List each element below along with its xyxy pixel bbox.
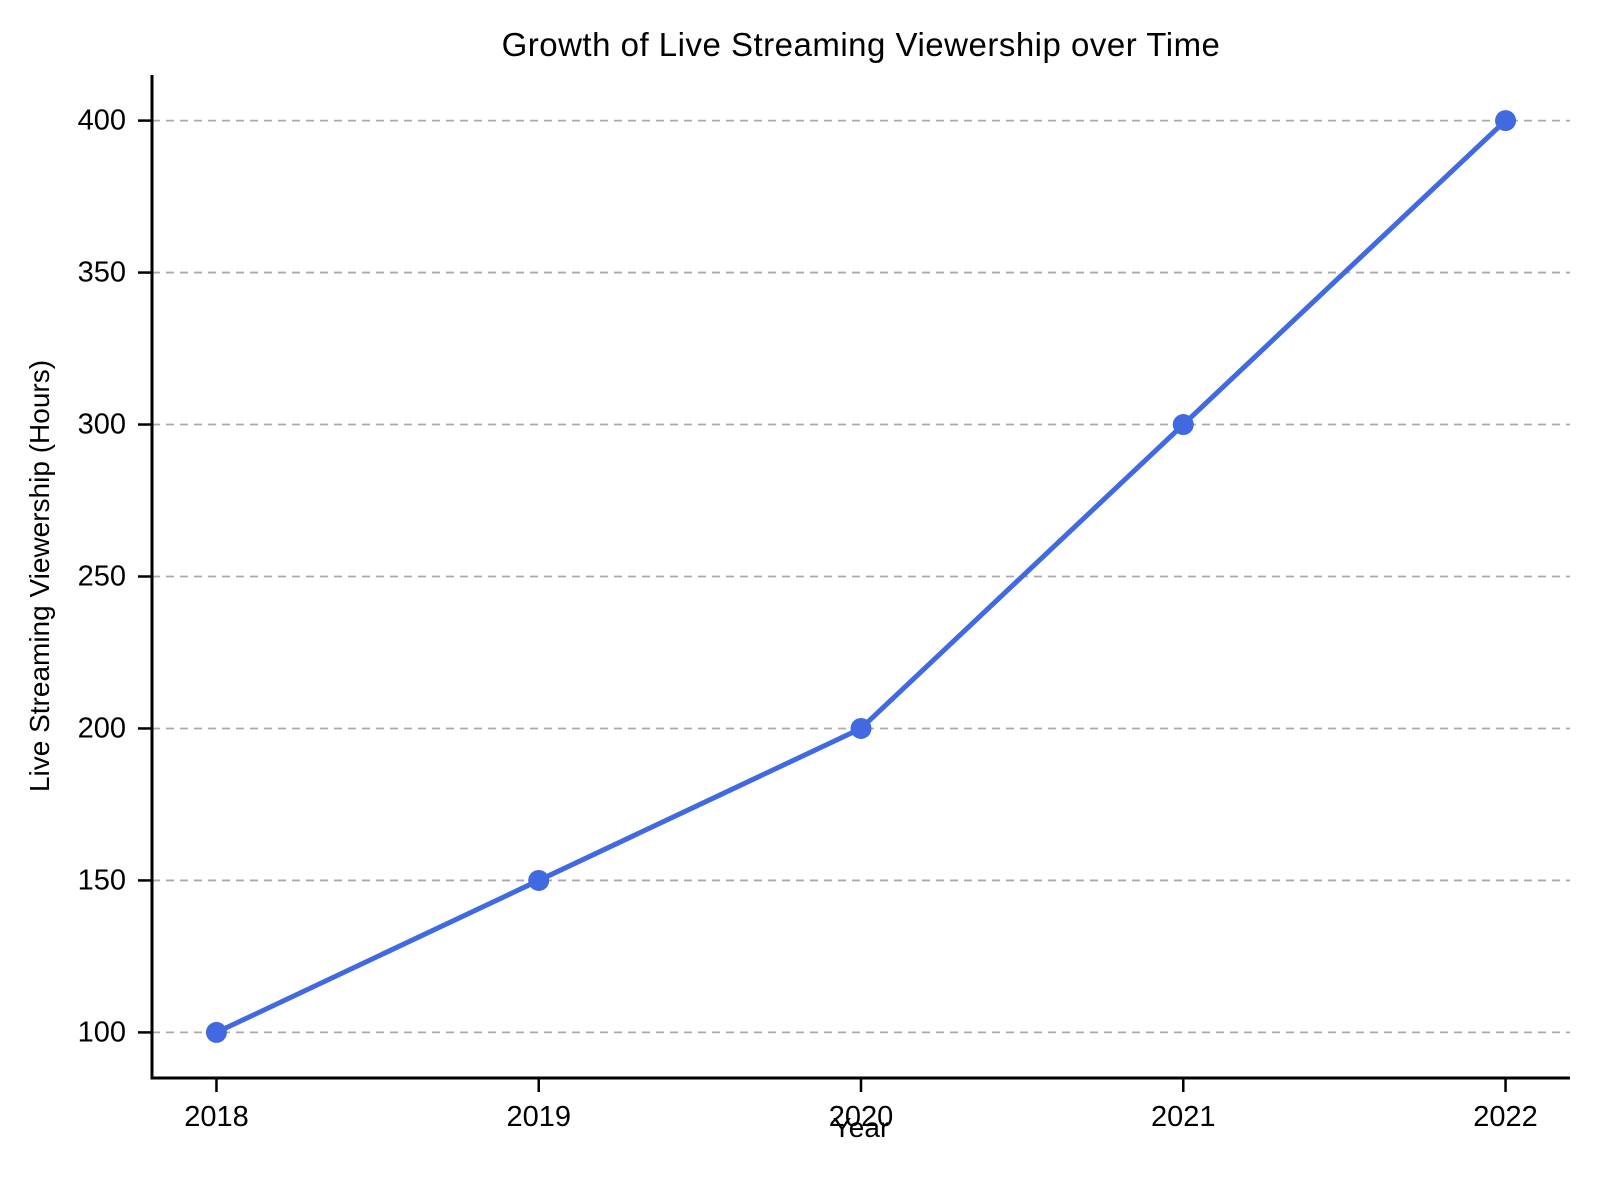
- x-tick-label-2022: 2022: [1473, 1101, 1538, 1133]
- y-tick-label-400: 400: [78, 105, 126, 137]
- data-point-2019: [528, 869, 550, 891]
- x-tick-label-2020: 2020: [829, 1101, 894, 1133]
- x-tick-label-2021: 2021: [1151, 1101, 1216, 1133]
- x-tick-label-2019: 2019: [506, 1101, 571, 1133]
- data-point-2020: [850, 717, 872, 739]
- y-tick-label-300: 300: [78, 409, 126, 441]
- y-tick-label-350: 350: [78, 257, 126, 289]
- x-tick-label-2018: 2018: [184, 1101, 249, 1133]
- y-tick-label-150: 150: [78, 864, 126, 896]
- y-tick-label-250: 250: [78, 561, 126, 593]
- y-tick-label-100: 100: [78, 1016, 126, 1048]
- chart-title: Growth of Live Streaming Viewership over…: [501, 26, 1221, 63]
- x-axis-label: Year: [832, 1112, 890, 1143]
- data-point-2021: [1172, 414, 1194, 436]
- data-point-2018: [205, 1021, 227, 1043]
- data-point-2022: [1495, 110, 1517, 132]
- y-tick-label-200: 200: [78, 712, 126, 744]
